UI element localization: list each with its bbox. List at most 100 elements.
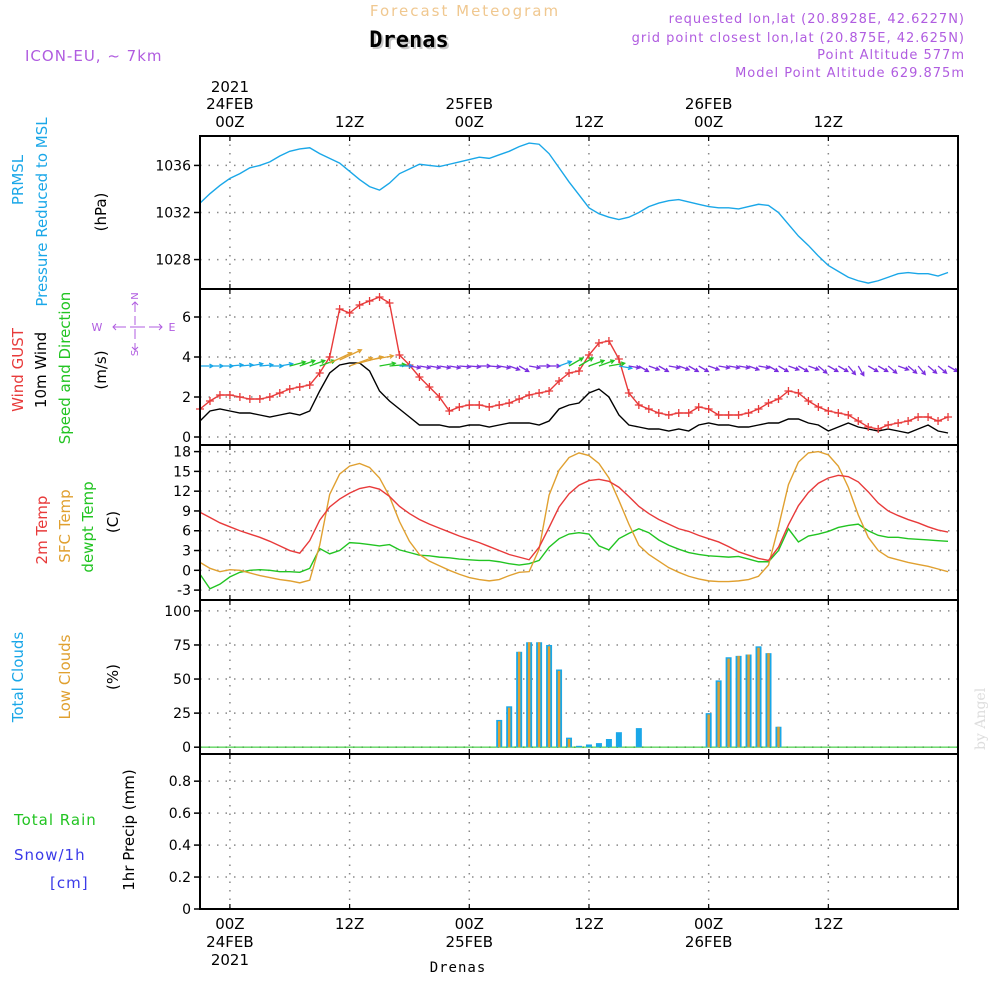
low-cloud-bar <box>767 653 770 748</box>
temperature-ytick-label: 12 <box>173 484 191 500</box>
gust-point <box>934 417 943 425</box>
precip-ytick-label: 0.2 <box>169 870 191 886</box>
gust-point <box>205 397 214 405</box>
wind-arrow <box>469 364 482 370</box>
wind-arrow <box>788 365 801 372</box>
wind-arrow <box>608 361 627 367</box>
wind-arrow <box>917 365 927 376</box>
gust-point <box>225 391 234 399</box>
gust-point <box>854 417 863 425</box>
total-cloud-bar <box>615 732 622 748</box>
total-cloud-bar <box>605 739 612 748</box>
gust-point <box>365 297 374 305</box>
wind-arrow <box>698 365 710 373</box>
wind-arrow <box>439 364 452 370</box>
gust-point <box>575 367 583 375</box>
low-cloud-bar <box>737 655 740 748</box>
gust-point <box>924 413 933 421</box>
gust-point <box>834 409 843 417</box>
gust-point <box>375 293 384 301</box>
gust-point <box>445 407 454 415</box>
wind-arrow <box>549 363 562 369</box>
ylabel-prmsl: PRMSL <box>9 154 27 205</box>
gust-point <box>305 381 314 389</box>
precip-panel-frame <box>199 753 959 910</box>
temperature-ytick-label: 3 <box>182 544 191 560</box>
gust-point <box>265 393 274 401</box>
sfc-temp-line <box>199 450 949 584</box>
top-day-label: 24FEB <box>206 95 253 113</box>
ylabel-sfc-temp: SFC Temp <box>56 489 74 562</box>
bottom-hour-label: 00Z <box>694 915 723 933</box>
gust-point <box>425 383 434 391</box>
gust-point <box>465 401 474 409</box>
top-hour-label: 12Z <box>814 113 843 131</box>
wind-arrow <box>927 365 938 374</box>
top-hour-label: 00Z <box>215 113 244 131</box>
compass-w: W <box>92 321 103 334</box>
compass-e: E <box>169 321 176 334</box>
panels: 1028 1032 1036 PRMSL Pressure Reduced to MSL… <box>9 117 959 918</box>
low-cloud-bar <box>727 658 730 748</box>
ylabel-dewpt-temp: dewpt Temp <box>79 481 97 572</box>
compass-rose: W E N S <box>92 292 176 356</box>
bottom-station-label: Drenas <box>430 960 487 976</box>
wind-arrow <box>508 365 521 372</box>
gust-point <box>455 403 464 411</box>
wind-arrow <box>748 365 761 372</box>
bottom-year-label: 2021 <box>211 951 249 969</box>
wind-arrow <box>808 365 821 372</box>
ylabel-unit-hpa: (hPa) <box>92 193 110 232</box>
gust-point <box>814 403 823 411</box>
ylabel-low-clouds: Low Clouds <box>56 634 74 719</box>
wind-arrow <box>768 365 780 373</box>
gust-point <box>624 389 633 397</box>
top-hour-label: 00Z <box>455 113 484 131</box>
wind-arrow <box>817 365 828 374</box>
precip-ytick-label: 0.8 <box>169 774 191 790</box>
model-label: ICON-EU, ~ 7km <box>25 47 163 65</box>
wind-arrow <box>758 364 771 370</box>
wind-arrow <box>539 363 552 369</box>
model-point-altitude: Model Point Altitude 629.875m <box>735 66 965 81</box>
wind-direction-arrows <box>200 348 959 377</box>
wind-arrow <box>529 364 542 370</box>
subtitle: Forecast Meteogram <box>370 2 560 20</box>
low-cloud-bar <box>498 721 501 748</box>
low-cloud-bar <box>567 739 571 748</box>
gust-point <box>684 409 693 417</box>
precip-ytick-label: 0 <box>182 902 191 918</box>
wind-arrow <box>847 365 857 376</box>
station-title-shadow: Drenas <box>371 30 450 55</box>
wind-arrow <box>658 365 670 373</box>
ylabel-pressure-msl: Pressure Reduced to MSL <box>33 117 51 307</box>
wind-ytick-label: 2 <box>182 390 191 406</box>
requested-lonlat: requested lon,lat (20.8928E, 42.6227N) <box>669 12 965 27</box>
ylabel-unit-c: (C) <box>104 511 122 533</box>
wind-arrow <box>738 364 751 370</box>
gust-point <box>774 395 783 403</box>
gust-point <box>754 405 763 413</box>
top-day-label: 26FEB <box>685 95 732 113</box>
pressure-line <box>199 142 949 284</box>
gust-point <box>395 351 404 359</box>
low-cloud-bar <box>747 654 750 748</box>
pressure-ytick-label: 1036 <box>155 158 191 174</box>
wind-arrow <box>798 365 810 373</box>
clouds-panel-frame <box>199 599 959 755</box>
clouds-ytick-label: 25 <box>173 706 191 722</box>
wind-arrow <box>887 365 898 374</box>
pressure-ytick-label: 1028 <box>155 253 191 269</box>
temperature-panel-frame <box>199 444 959 601</box>
low-cloud-bar <box>777 726 780 748</box>
low-cloud-bar <box>507 707 511 748</box>
gust-point <box>505 399 514 407</box>
wind-arrow <box>489 364 502 370</box>
low-cloud-bar <box>707 714 710 748</box>
wind-arrow <box>419 364 432 370</box>
temperature-ytick-label: -3 <box>177 583 191 599</box>
wind-arrow <box>837 365 850 373</box>
wind-arrow <box>867 365 879 373</box>
gust-point <box>594 339 603 347</box>
